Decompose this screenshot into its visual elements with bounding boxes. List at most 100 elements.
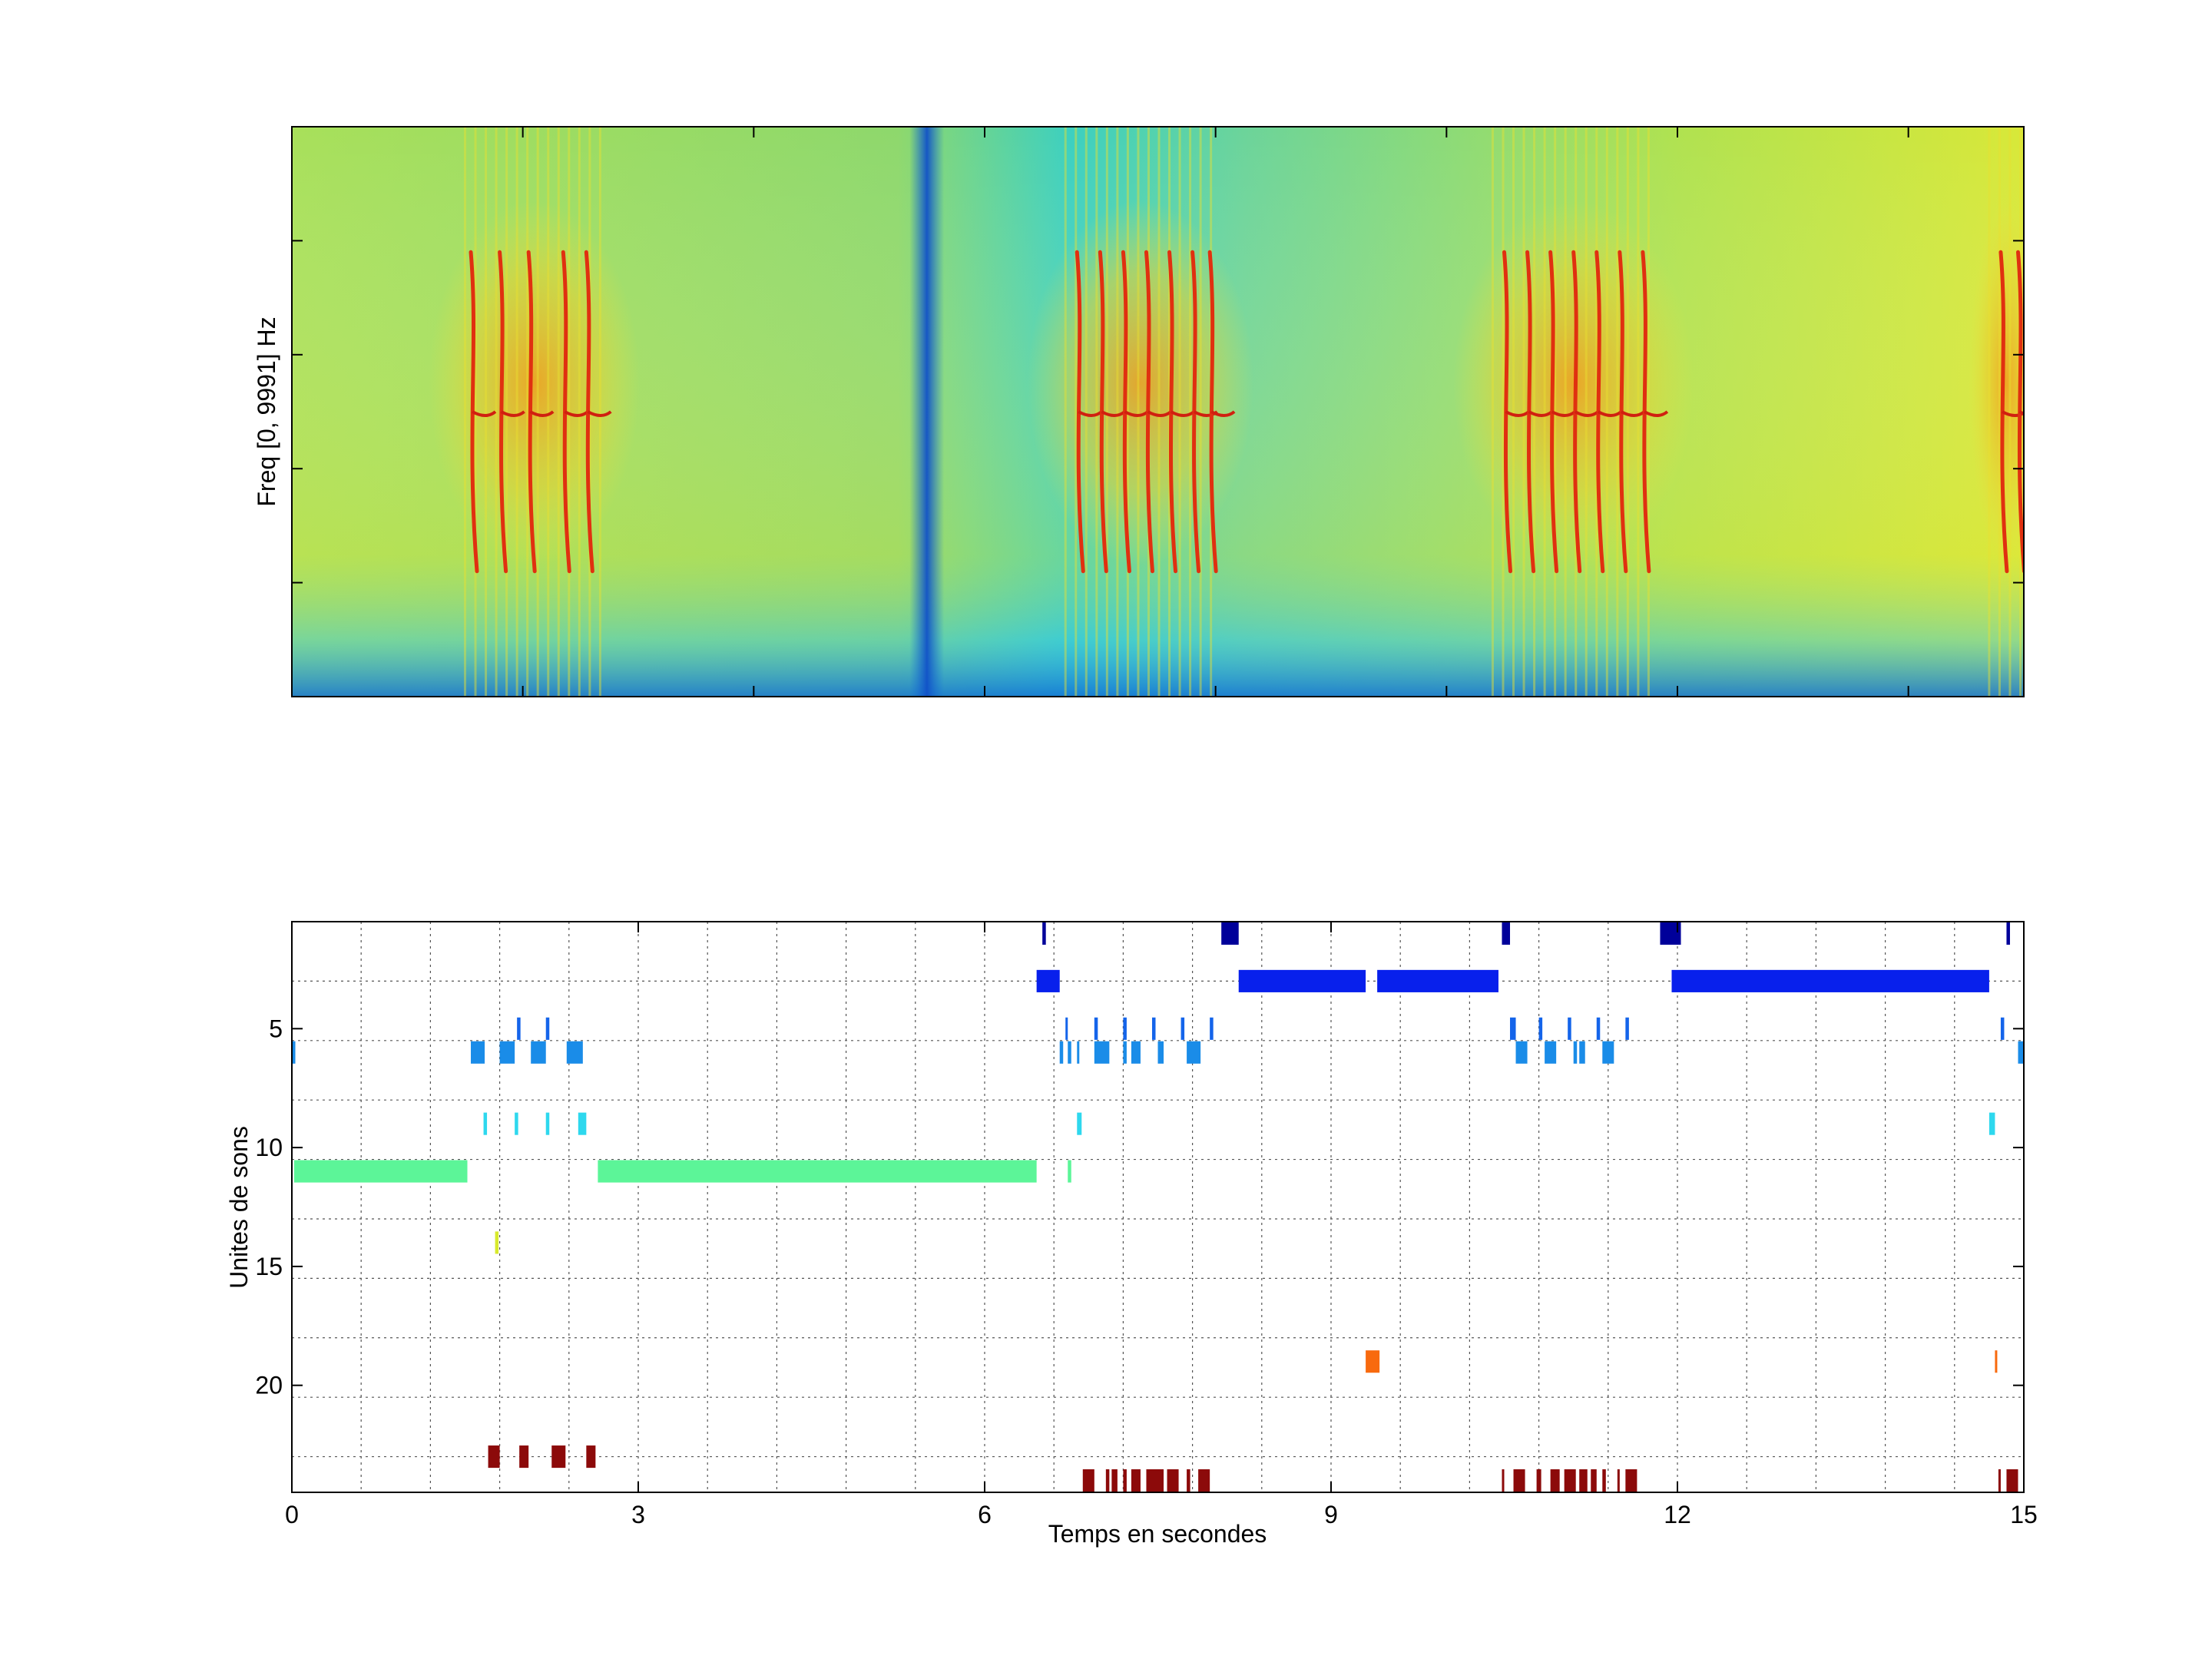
raster-unit-bar — [1377, 969, 1498, 992]
spectrogram-call-harmonic — [472, 410, 497, 417]
spectrogram-call-trace — [1121, 250, 1131, 574]
spectrogram-call-trace — [1571, 250, 1582, 574]
spectrogram-frame — [291, 126, 2025, 697]
raster-unit-bar — [2018, 1041, 2024, 1064]
raster-unit-bar — [1187, 1041, 1201, 1064]
raster-unit-bar — [545, 1112, 550, 1135]
unit-raster-axes: 0 3 6 9 12 15 5 10 15 20 Temps en secondes Unites… — [225, 921, 2038, 1548]
raster-unit-bar — [1579, 1041, 1585, 1064]
raster-unit-bar — [1077, 1112, 1082, 1135]
raster-unit-bar — [1515, 1041, 1528, 1064]
raster-unit-bar — [519, 1445, 529, 1469]
raster-unit-bar — [1579, 1469, 1588, 1492]
spectrogram-call-trace — [584, 250, 594, 574]
spectrogram-call-trace — [1641, 250, 1651, 574]
raster-unit-bar — [2006, 1469, 2018, 1492]
spectrogram-call-harmonic — [1643, 410, 1669, 417]
spectrogram-ylabel: Freq [0, 9991] Hz — [253, 316, 280, 506]
raster-ylabel: Unites de sons — [225, 1126, 253, 1289]
raster-unit-bar — [566, 1041, 583, 1064]
raster-unit-bar — [1151, 1017, 1156, 1040]
spectrogram-call-trace — [1144, 250, 1154, 574]
spectrogram-call-trace — [1525, 250, 1536, 574]
raster-unit-bar — [1564, 1469, 1576, 1492]
raster-unit-bar — [1123, 1041, 1127, 1064]
raster-unit-bar — [1671, 969, 1989, 992]
raster-unit-bar — [517, 1017, 521, 1040]
spectrogram-call-trace — [498, 250, 508, 574]
raster-unit-bar — [1602, 1469, 1606, 1492]
spectrogram-call-glow — [1452, 200, 1694, 566]
spectrogram-call-trace — [1548, 250, 1559, 574]
raster-unit-bar — [495, 1231, 499, 1254]
raster-unit-bar — [1111, 1469, 1118, 1492]
raster-ytick-label: 10 — [255, 1134, 283, 1161]
raster-unit-bar — [483, 1112, 488, 1135]
spectrogram-call-harmonic — [2018, 410, 2024, 416]
raster-xtick-label: 12 — [1664, 1501, 1691, 1528]
raster-unit-bar — [1065, 1017, 1068, 1040]
raster-unit-bar — [1167, 1469, 1179, 1492]
spectrogram-call-trace — [2015, 250, 2024, 574]
raster-unit-bar — [1502, 922, 1511, 945]
raster-unit-bar — [2000, 1017, 2005, 1040]
raster-unit-bar — [1131, 1469, 1141, 1492]
raster-xtick-label: 15 — [2010, 1501, 2038, 1528]
spectrogram-call-trace — [1594, 250, 1605, 574]
raster-unit-bar — [1625, 1017, 1629, 1040]
raster-ytick-label: 20 — [255, 1372, 283, 1399]
raster-unit-bar — [1502, 1469, 1505, 1492]
raster-unit-bar — [1536, 1469, 1541, 1492]
spectrogram-dark-band — [909, 127, 945, 697]
spectrogram-call-trace — [1207, 250, 1218, 574]
spectrogram-call-trace — [1167, 250, 1178, 574]
spectrogram-call-trace — [526, 250, 537, 574]
raster-unit-bar — [515, 1112, 518, 1135]
spectrogram-call-harmonic — [587, 410, 612, 417]
raster-unit-bar — [1131, 1041, 1141, 1064]
spectrogram-call-harmonic — [529, 410, 555, 417]
raster-unit-bar — [1550, 1469, 1560, 1492]
spectrogram-call-trace — [469, 250, 479, 574]
raster-xtick-label: 9 — [1324, 1501, 1338, 1528]
spectrogram-call-trace — [1998, 250, 2009, 574]
raster-unit-bar — [294, 1160, 468, 1183]
raster-unit-bar — [1105, 1469, 1110, 1492]
raster-unit-bar — [471, 1041, 485, 1064]
raster-unit-bar — [598, 1160, 1037, 1183]
raster-unit-bar — [1998, 1469, 2001, 1492]
raster-unit-bar — [1157, 1041, 1164, 1064]
raster-unit-bar — [1602, 1041, 1614, 1064]
spectrogram-call-harmonic — [500, 410, 525, 417]
raster-unit-bar — [1187, 1469, 1190, 1492]
spectrogram-call-glow — [1969, 200, 2024, 566]
raster-unit-bar — [1510, 1017, 1516, 1040]
raster-unit-bar — [1995, 1350, 1998, 1373]
raster-unit-bar — [551, 1445, 566, 1469]
raster-unit-bar — [586, 1445, 596, 1469]
raster-unit-bar — [1573, 1041, 1578, 1064]
raster-unit-bar — [1042, 922, 1046, 945]
raster-unit-bar — [1036, 969, 1060, 992]
raster-unit-bar — [1625, 1469, 1637, 1492]
raster-unit-bar — [1366, 1350, 1380, 1373]
spectrogram-call-trace — [561, 250, 571, 574]
raster-unit-bar — [1198, 1469, 1210, 1492]
raster-unit-bar — [1123, 1017, 1127, 1040]
raster-unit-bar — [545, 1017, 550, 1040]
spectrogram-axes: Freq [0, 9991] Hz — [253, 126, 2025, 697]
spectrogram-call-trace — [1618, 250, 1628, 574]
raster-unit-bar — [578, 1112, 587, 1135]
raster-unit-bar — [1221, 922, 1239, 945]
raster-unit-bar — [1596, 1017, 1601, 1040]
spectrogram-call-glow — [1027, 200, 1253, 566]
spectrogram-call-trace — [1502, 250, 1512, 574]
raster-unit-bar — [488, 1445, 500, 1469]
raster-background — [292, 922, 2024, 1492]
spectrogram-call-harmonic — [1210, 410, 1236, 417]
spectrogram-call-glow — [429, 200, 640, 566]
raster-unit-bar — [531, 1041, 546, 1064]
raster-unit-bar — [1238, 969, 1366, 992]
raster-unit-bar — [1538, 1017, 1543, 1040]
